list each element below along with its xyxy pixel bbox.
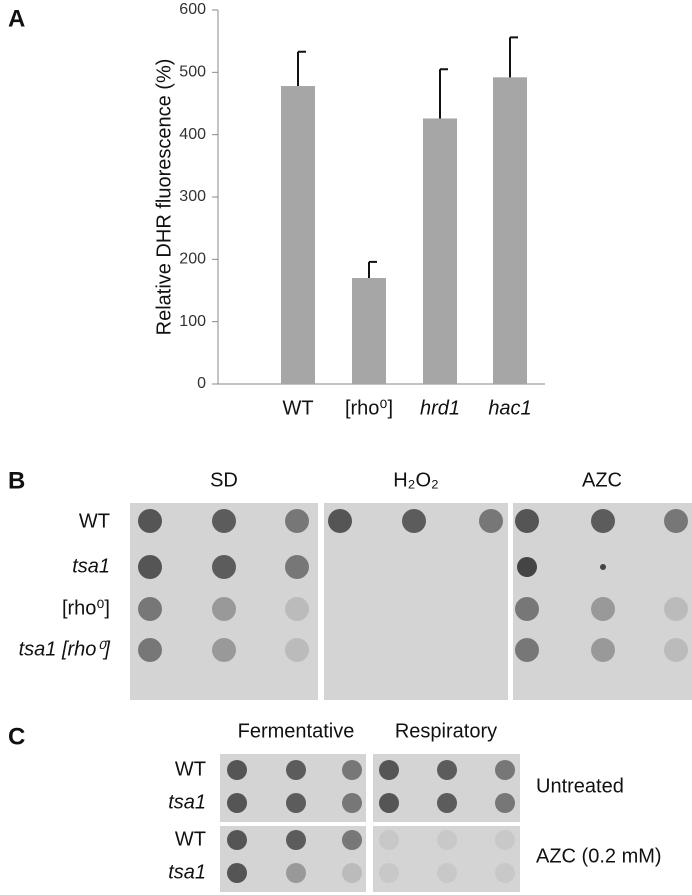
error-bar: [368, 260, 377, 279]
plate: [324, 503, 508, 700]
row-label: WT: [79, 510, 110, 532]
error-bar: [509, 36, 518, 78]
colony-spot: [437, 863, 457, 883]
condition-label: Untreated: [536, 775, 624, 797]
colony-spot: [138, 555, 162, 579]
colony-spot: [285, 638, 309, 662]
bar: [493, 77, 527, 384]
row-label: tsa1: [168, 861, 206, 883]
colony-spot: [591, 509, 615, 533]
colony-spot: [379, 760, 399, 780]
row-label: [rho⁰]: [62, 597, 110, 619]
colony-spot: [342, 863, 362, 883]
row-label: tsa1 [rho⁰]: [19, 638, 111, 660]
colony-spot: [379, 793, 399, 813]
y-axis-label: Relative DHR fluorescence (%): [153, 59, 175, 336]
colony-spot: [495, 760, 515, 780]
colony-spot: [138, 597, 162, 621]
colony-spot: [285, 509, 309, 533]
y-tick-label: 100: [179, 313, 206, 330]
colony-spot: [138, 509, 162, 533]
colony-spot: [227, 863, 247, 883]
colony-spot: [286, 830, 306, 850]
colony-spot: [379, 863, 399, 883]
colony-spot: [328, 509, 352, 533]
panel-label: B: [8, 467, 25, 494]
colony-spot: [515, 597, 539, 621]
x-tick-label: [rho⁰]: [345, 397, 393, 419]
colony-spot: [379, 830, 399, 850]
colony-spot: [495, 830, 515, 850]
panel-label: C: [8, 723, 25, 750]
colony-spot: [212, 509, 236, 533]
row-label: tsa1: [72, 555, 110, 577]
condition-label: AZC (0.2 mM): [536, 845, 662, 867]
colony-spot: [342, 793, 362, 813]
colony-spot: [517, 557, 537, 577]
colony-spot: [286, 863, 306, 883]
x-tick-label: hac1: [488, 397, 531, 419]
colony-spot: [402, 509, 426, 533]
row-label: tsa1: [168, 791, 206, 813]
bar: [352, 278, 386, 384]
colony-spot: [600, 564, 606, 570]
colony-spot: [212, 638, 236, 662]
x-tick-label: hrd1: [420, 397, 460, 419]
error-bar: [439, 68, 448, 119]
bar: [281, 86, 315, 385]
colony-spot: [342, 830, 362, 850]
colony-spot: [437, 830, 457, 850]
colony-spot: [479, 509, 503, 533]
column-header: AZC: [582, 469, 622, 491]
colony-spot: [437, 760, 457, 780]
colony-spot: [664, 597, 688, 621]
colony-spot: [591, 597, 615, 621]
colony-spot: [227, 830, 247, 850]
colony-spot: [212, 555, 236, 579]
colony-spot: [664, 638, 688, 662]
colony-spot: [285, 597, 309, 621]
y-tick-label: 200: [179, 251, 206, 268]
colony-spot: [285, 555, 309, 579]
colony-spot: [138, 638, 162, 662]
colony-spot: [286, 793, 306, 813]
bar: [423, 118, 457, 385]
y-tick-label: 600: [179, 1, 206, 18]
panel-label: A: [8, 5, 25, 32]
y-tick-label: 300: [179, 188, 206, 205]
colony-spot: [515, 638, 539, 662]
column-header: H₂O₂: [393, 469, 439, 491]
colony-spot: [591, 638, 615, 662]
colony-spot: [515, 509, 539, 533]
colony-spot: [342, 760, 362, 780]
y-tick-label: 500: [179, 64, 206, 81]
column-header: SD: [210, 469, 238, 491]
y-tick-label: 0: [197, 375, 206, 392]
row-label: WT: [175, 828, 206, 850]
colony-spot: [664, 509, 688, 533]
column-header: Fermentative: [238, 720, 355, 742]
colony-spot: [212, 597, 236, 621]
y-tick-label: 400: [179, 126, 206, 143]
error-bar: [297, 50, 306, 87]
colony-spot: [286, 760, 306, 780]
x-tick-label: WT: [282, 397, 313, 419]
row-label: WT: [175, 758, 206, 780]
colony-spot: [437, 793, 457, 813]
colony-spot: [495, 863, 515, 883]
colony-spot: [227, 760, 247, 780]
column-header: Respiratory: [395, 720, 497, 742]
colony-spot: [495, 793, 515, 813]
colony-spot: [227, 793, 247, 813]
